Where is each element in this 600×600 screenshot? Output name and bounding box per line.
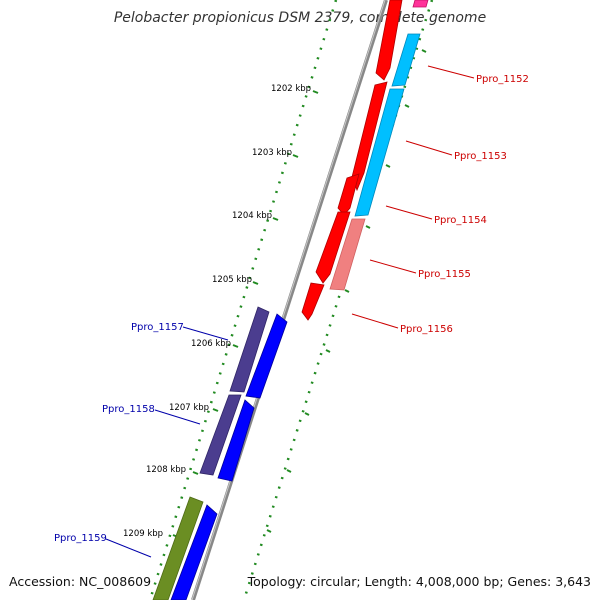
gene-label[interactable]: Ppro_1157 <box>131 322 184 333</box>
gene-feature[interactable] <box>217 399 255 482</box>
genome-summary: Topology: circular; Length: 4,008,000 bp… <box>247 574 591 589</box>
inner-ticks <box>172 90 319 538</box>
tick-label: 1206 kbp <box>191 339 231 349</box>
tick-label: 1203 kbp <box>252 148 292 158</box>
gene-label[interactable]: Ppro_1153 <box>454 151 507 162</box>
gene-label[interactable]: Ppro_1152 <box>476 74 529 85</box>
gene-feature[interactable] <box>301 282 325 321</box>
tick-label: 1209 kbp <box>123 529 163 539</box>
gene-feature[interactable] <box>354 88 405 217</box>
gene-label[interactable]: Ppro_1158 <box>102 404 155 415</box>
gene-label[interactable]: Ppro_1159 <box>54 533 107 544</box>
accession-label: Accession: NC_008609 <box>9 574 152 589</box>
outer-ticks <box>266 49 427 533</box>
gene-label[interactable]: Ppro_1154 <box>434 215 487 226</box>
gene-label[interactable]: Ppro_1156 <box>400 324 453 335</box>
tick-label: 1205 kbp <box>212 275 252 285</box>
gene-feature[interactable] <box>229 306 270 393</box>
gene-feature[interactable] <box>375 0 403 81</box>
reverse-cds-track <box>152 306 288 600</box>
gene-feature[interactable] <box>337 173 360 216</box>
gene-feature[interactable] <box>170 504 218 600</box>
genome-backbone <box>191 0 388 600</box>
tick-label: 1208 kbp <box>146 465 186 475</box>
tick-label: 1207 kbp <box>169 403 209 413</box>
gene-feature[interactable] <box>391 33 421 87</box>
outer-feature-track <box>329 0 429 291</box>
gene-feature[interactable] <box>245 313 288 399</box>
gene-feature[interactable] <box>412 0 429 8</box>
gene-feature[interactable] <box>351 81 388 192</box>
gene-feature[interactable] <box>315 211 351 284</box>
forward-cds-track <box>301 0 403 321</box>
gene-label[interactable]: Ppro_1155 <box>418 269 471 280</box>
gene-feature[interactable] <box>152 496 204 600</box>
tick-label: 1204 kbp <box>232 211 272 221</box>
tick-label: 1202 kbp <box>271 84 311 94</box>
gene-feature[interactable] <box>199 394 242 476</box>
gene-feature[interactable] <box>329 218 366 291</box>
